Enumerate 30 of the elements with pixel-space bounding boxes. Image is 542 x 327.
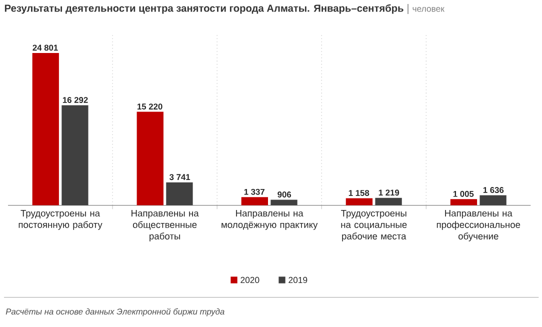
bar [346, 198, 373, 206]
x-tick-label: Направлены на профессиональное обучение [436, 210, 520, 242]
x-tick-label: Трудоустроены на социальные рабочие места [341, 210, 407, 242]
bar [450, 199, 478, 206]
x-tick-label: Трудоустроены на постоянную работу [18, 210, 102, 230]
bar [270, 200, 298, 206]
data-label: 906 [278, 192, 292, 198]
data-label: 16 292 [62, 97, 88, 103]
bar [480, 195, 506, 206]
data-label: 1 005 [453, 190, 474, 197]
data-label: 1 636 [483, 187, 504, 194]
bar [136, 112, 164, 206]
data-label: 3 741 [169, 174, 190, 180]
legend-label: 2020 [240, 276, 260, 284]
text: Расчёты на основе данных Электронной биржи труда [6, 308, 224, 316]
bar [32, 52, 59, 206]
data-label: 24 801 [32, 44, 58, 51]
data-label: 1 158 [348, 190, 370, 196]
bar [62, 105, 88, 206]
bar [166, 182, 193, 206]
chart-title: Результаты деятельности центра занятости города Алматы. Январь–сентябрь [4, 4, 404, 14]
chart-subtitle: человек [412, 7, 444, 12]
x-tick-label: Направлены на молодёжную практику [222, 210, 318, 230]
data-label: 1 219 [378, 190, 400, 196]
legend-label: 2019 [288, 276, 308, 284]
data-label: 1 337 [244, 188, 264, 195]
bar [375, 198, 402, 206]
x-tick-label: Направлены на общественные работы [132, 210, 199, 242]
bar [241, 197, 268, 206]
data-label: 15 220 [137, 104, 162, 110]
